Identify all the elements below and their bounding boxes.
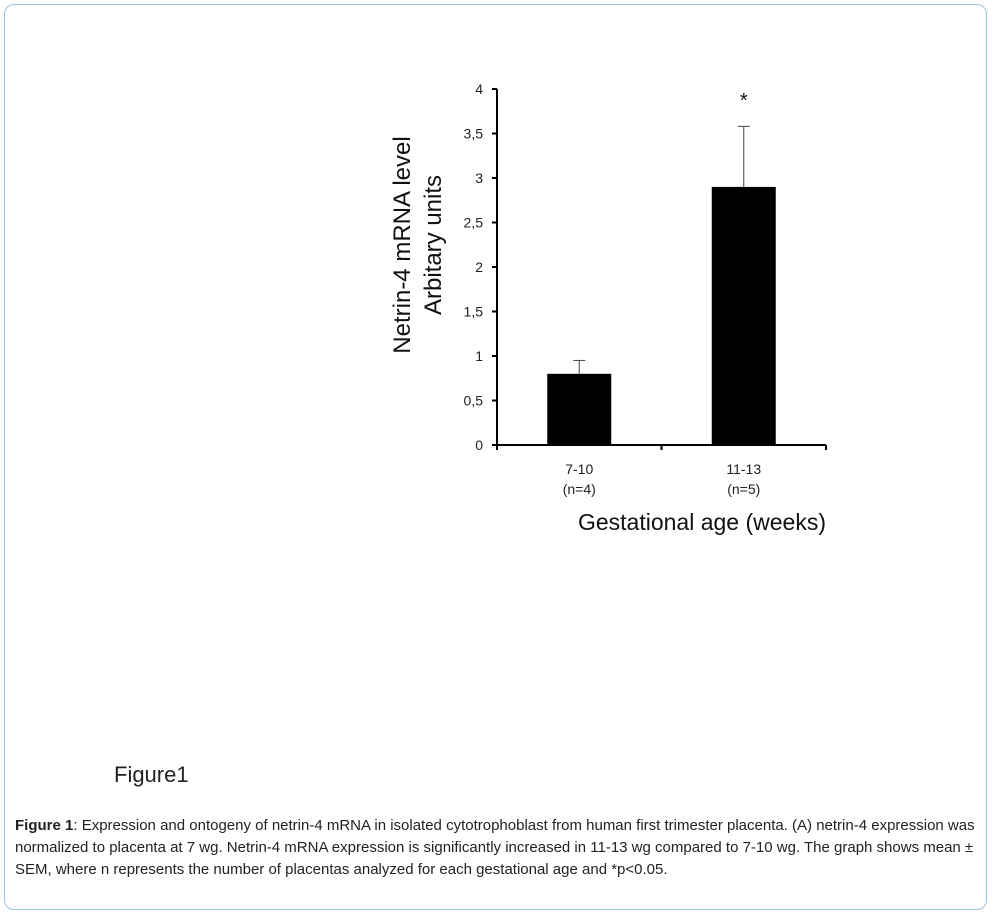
x-axis-label: Gestational age (weeks) [578,509,826,535]
caption-text: : Expression and ontogeny of netrin-4 mR… [15,817,975,878]
y-tick-label: 0,5 [464,393,484,409]
bar [547,373,612,445]
figure-frame [4,4,987,910]
x-tick-label: 7-10 [565,461,593,477]
caption-lead: Figure 1 [15,817,74,834]
y-tick-label: 2,5 [464,215,484,231]
bar-chart: 0 0,5 1 1,5 2 2,5 3 3,5 4 7-10 (n=4) * 11-13 (n=5) Ne… [389,81,827,535]
y-tick-label: 3 [475,170,483,186]
significance-marker: * [740,90,748,112]
y-tick-label: 0 [475,437,483,453]
y-axis-label-line1: Netrin-4 mRNA level [389,136,416,353]
y-tick-label: 1 [475,348,483,364]
y-tick-label: 4 [475,81,483,97]
x-tick-sublabel: (n=5) [727,481,760,497]
x-tick-label: 11-13 [726,461,761,477]
x-tick-sublabel: (n=4) [563,481,596,497]
figure-label: Figure1 [114,762,189,787]
y-axis-label-line2: Arbitary units [420,175,447,315]
y-tick-label: 3,5 [464,126,484,142]
y-tick-label: 2 [475,259,483,275]
bar [711,186,776,445]
y-tick-label: 1,5 [464,304,484,320]
figure-caption: Figure 1: Expression and ontogeny of net… [15,815,980,881]
